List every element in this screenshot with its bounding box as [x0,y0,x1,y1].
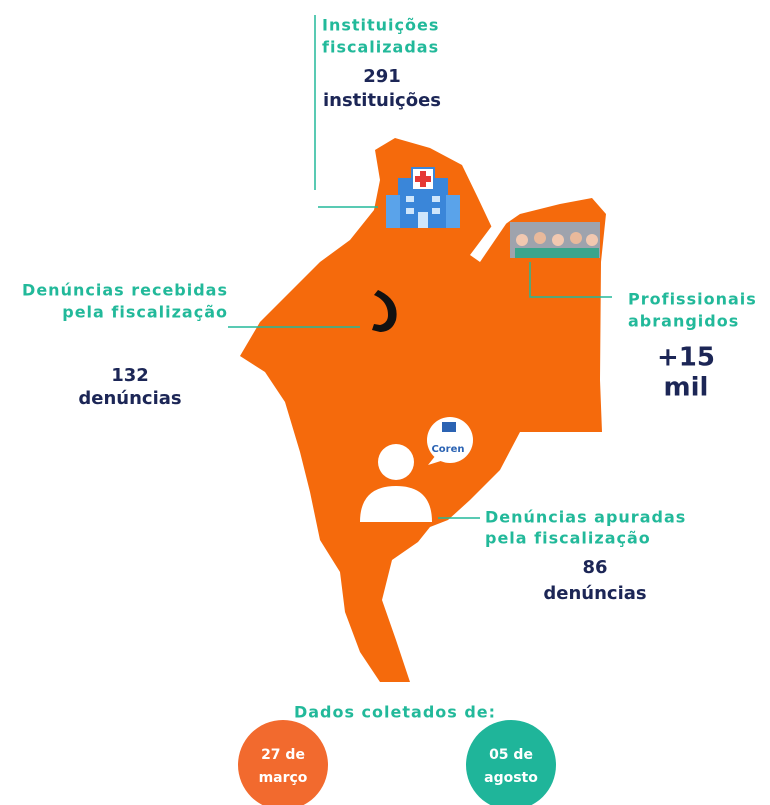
end-date: agosto [484,770,538,786]
section-unit: mil [664,373,709,403]
section-title: Denúncias recebidas [22,281,228,300]
section-value: +15 [657,343,715,373]
section-title: abrangidos [628,312,739,331]
section-title: Denúncias apuradas [485,508,686,527]
section-unit: denúncias [543,583,646,604]
section-title: Profissionais [628,290,757,309]
section-unit: instituições [323,90,441,111]
section-title: fiscalizadas [322,38,439,57]
infographic: Coren Instituições fiscalizadas 291 inst… [0,0,770,805]
person-head [378,444,414,480]
section-title: pela fiscalização [62,303,228,322]
section-value: 291 [363,66,401,87]
end-date: 05 de [489,747,533,763]
professionals-image [510,222,600,258]
section-title: pela fiscalização [485,529,651,548]
logo-text: Coren [431,444,464,455]
section-value: 86 [582,557,607,578]
start-date: 27 de [261,747,305,763]
period-label: Dados coletados de: [294,703,496,722]
section-title: Instituições [322,16,439,35]
section-value: 132 [111,365,149,386]
logo-mark [442,422,456,432]
start-date: março [259,770,308,786]
section-unit: denúncias [78,388,181,409]
